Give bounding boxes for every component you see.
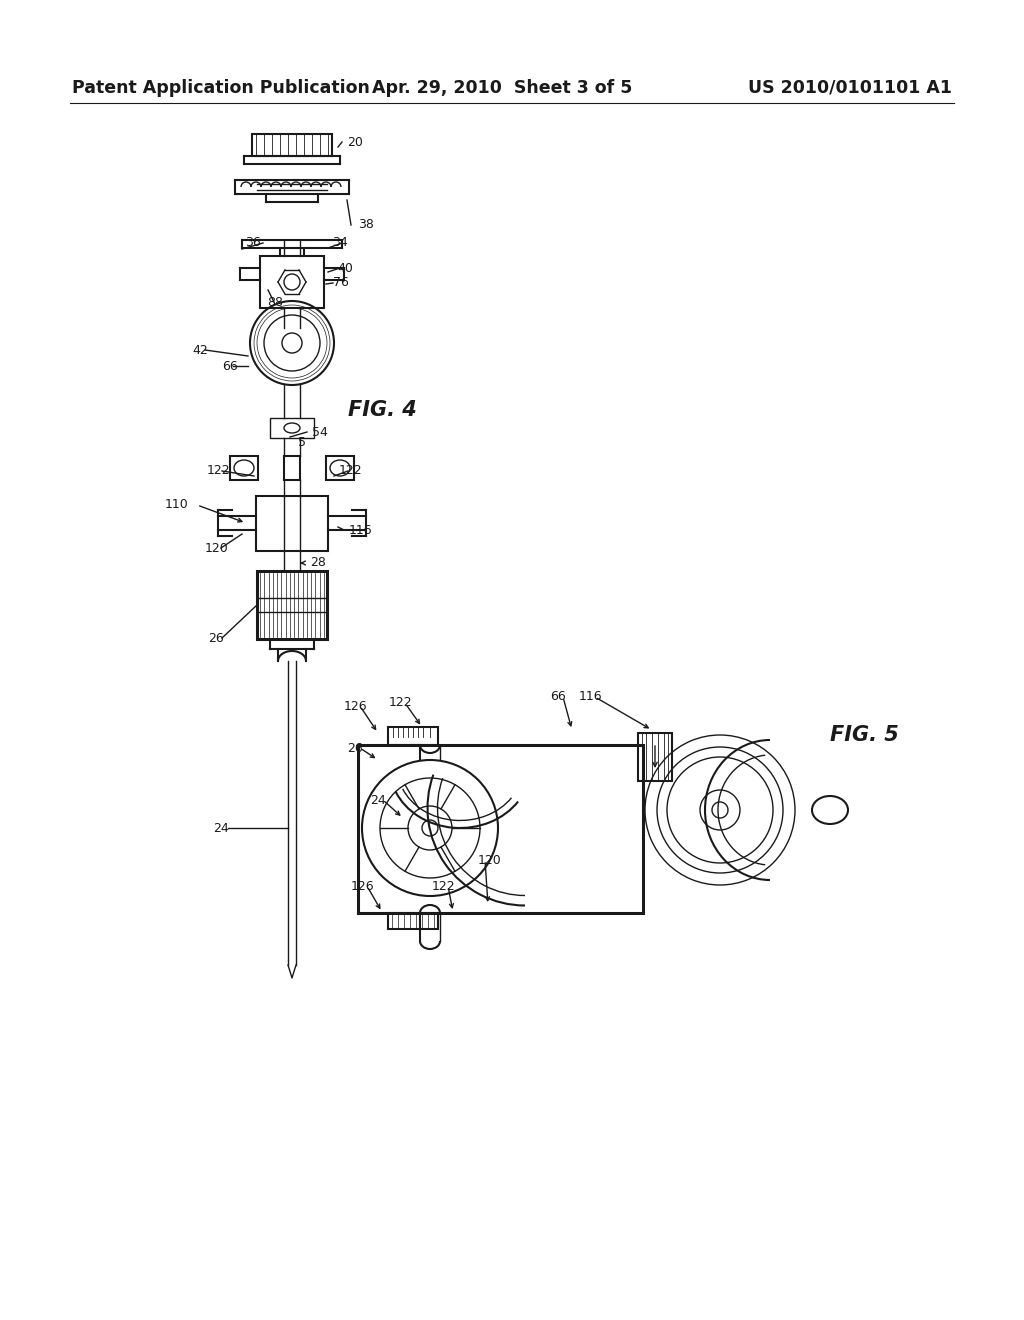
Bar [252,135,332,156]
Text: US 2010/0101101 A1: US 2010/0101101 A1 [748,79,952,96]
Text: 24: 24 [213,821,228,834]
Bar [256,496,328,550]
Text: 116: 116 [349,524,373,536]
Text: 5: 5 [298,437,306,450]
Text: 126: 126 [343,700,367,713]
Text: 88: 88 [267,296,283,309]
Text: 120: 120 [205,541,228,554]
Text: 122: 122 [431,879,455,892]
Text: 126: 126 [350,879,374,892]
Text: 66: 66 [222,359,238,372]
Text: 122: 122 [207,465,230,478]
Bar [638,733,672,781]
Text: 38: 38 [358,219,374,231]
Text: 76: 76 [333,276,349,289]
Bar [358,744,643,913]
Text: FIG. 4: FIG. 4 [348,400,417,420]
Bar [388,727,438,744]
Text: 120: 120 [478,854,502,866]
Text: 26: 26 [347,742,362,755]
Text: 42: 42 [193,343,208,356]
Text: 40: 40 [337,261,353,275]
Text: 28: 28 [310,557,326,569]
Text: 34: 34 [332,236,348,249]
Bar [230,455,258,480]
Bar [326,455,354,480]
Text: 66: 66 [550,690,566,704]
Bar [260,256,324,308]
Text: 116: 116 [579,690,602,704]
Text: FIG. 5: FIG. 5 [830,725,899,744]
Bar [270,418,314,438]
Text: 24: 24 [370,793,386,807]
Text: Apr. 29, 2010  Sheet 3 of 5: Apr. 29, 2010 Sheet 3 of 5 [372,79,632,96]
Bar [388,913,438,929]
Text: 54: 54 [312,425,328,438]
Text: 36: 36 [245,236,261,249]
Bar [257,572,327,639]
Text: 20: 20 [347,136,362,149]
Text: 110: 110 [165,499,188,511]
Text: 122: 122 [388,697,412,710]
Text: 122: 122 [339,465,362,478]
Text: 26: 26 [208,631,224,644]
Text: Patent Application Publication: Patent Application Publication [72,79,370,96]
